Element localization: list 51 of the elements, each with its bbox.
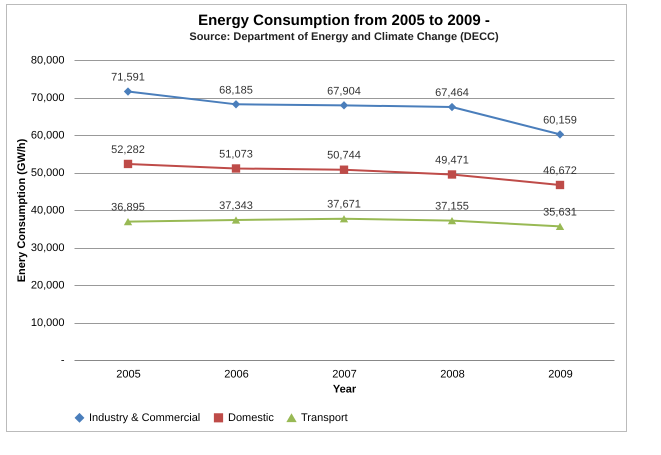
legend-label: Domestic [228,412,274,424]
data-label: 68,185 [219,84,253,96]
data-label: 51,073 [219,148,253,160]
point [556,180,564,190]
x-axis-title: Year [332,384,357,396]
point [448,170,456,179]
y-tick-label: 40,000 [30,204,64,216]
point [340,166,348,174]
point [124,87,132,96]
y-tick-label: 30,000 [30,242,64,254]
data-label: 35,631 [543,206,577,218]
chart-subtitle: Source: Department of Energy and Climate Change (DECC) [189,31,499,43]
x-tick-label: 2005 [116,368,141,380]
y-tick-label: 10,000 [30,317,64,329]
data-label: 52,282 [111,144,145,156]
y-tick-label: 50,000 [30,167,64,179]
data-label: 67,904 [327,85,361,98]
data-label: 37,343 [219,200,253,212]
y-tick-label: 70,000 [30,92,64,104]
point [448,217,456,224]
x-tick-label: 2007 [332,368,357,380]
chart-title: Energy Consumption from 2005 to 2009 - [198,12,490,29]
data-label: 46,672 [543,164,577,177]
y-tick-label: - [60,354,65,366]
point [232,164,240,173]
data-label: 36,895 [111,202,145,214]
point [124,160,132,168]
y-tick-label: 80,000 [30,54,64,66]
point [232,100,240,108]
x-tick-label: 2008 [440,368,465,380]
x-tick-label: 2006 [224,368,249,380]
legend-label: Transport [301,412,348,424]
data-label: 60,159 [543,114,577,126]
data-label: 67,464 [435,87,469,100]
x-tick-label: 2009 [548,368,573,380]
data-label: 37,155 [435,200,469,213]
point [340,101,348,110]
point [124,218,132,226]
data-label: 50,744 [327,150,361,162]
y-axis-title: Enery Consumption (GW/h) [16,138,28,282]
y-tick-label: 60,000 [30,130,64,142]
data-label: 37,671 [327,198,361,211]
point [556,222,564,230]
y-tick-label: 20,000 [30,280,64,292]
legend-label: Industry & Commercial [89,412,200,424]
point [340,215,348,222]
point [448,102,456,112]
point [232,216,240,224]
data-label: 71,591 [111,72,145,84]
point [556,130,564,139]
data-label: 49,471 [435,154,469,166]
